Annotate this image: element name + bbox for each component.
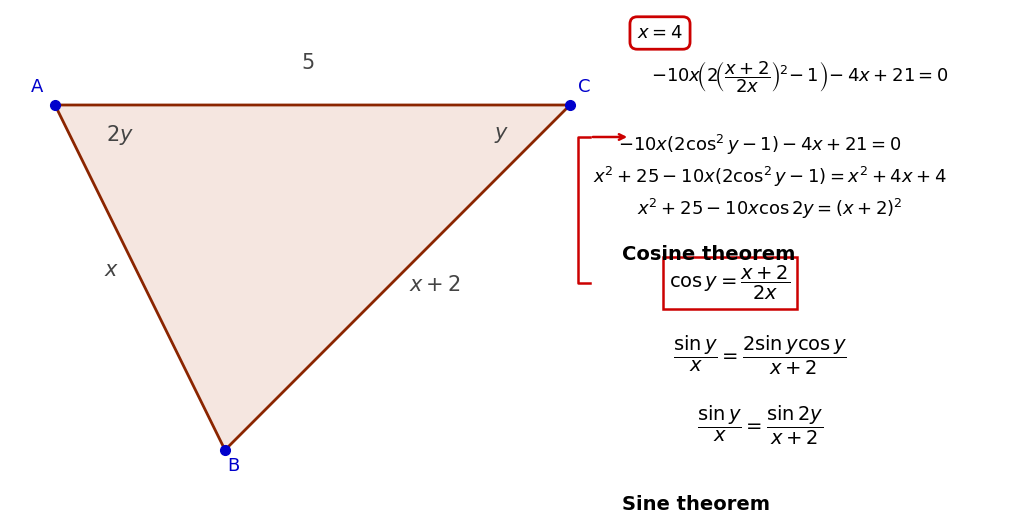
Text: $\cos y = \dfrac{x+2}{2x}$: $\cos y = \dfrac{x+2}{2x}$ [670, 264, 791, 302]
Text: $\dfrac{\sin y}{x} = \dfrac{\sin 2y}{x+2}$: $\dfrac{\sin y}{x} = \dfrac{\sin 2y}{x+2… [697, 403, 823, 447]
Text: Cosine theorem: Cosine theorem [622, 245, 796, 264]
Text: $2y$: $2y$ [106, 123, 134, 147]
Text: $x^2+25-10x\cos 2y=(x+2)^2$: $x^2+25-10x\cos 2y=(x+2)^2$ [637, 197, 903, 221]
Text: $5$: $5$ [301, 53, 314, 73]
Text: $\dfrac{\sin y}{x} = \dfrac{2\sin y\cos y}{x+2}$: $\dfrac{\sin y}{x} = \dfrac{2\sin y\cos … [673, 333, 847, 376]
Text: $-10x(2\cos^2 y-1)-4x+21=0$: $-10x(2\cos^2 y-1)-4x+21=0$ [618, 133, 902, 157]
Text: $-10x\!\left(2\!\left(\dfrac{x+2}{2x}\right)^{\!2}\!-1\right)\!-4x+21=0$: $-10x\!\left(2\!\left(\dfrac{x+2}{2x}\ri… [651, 59, 949, 95]
Text: $x+2$: $x+2$ [410, 275, 461, 295]
Text: $x$: $x$ [104, 260, 120, 280]
Text: C: C [578, 78, 590, 96]
Text: Sine theorem: Sine theorem [622, 495, 770, 514]
Text: $x^2+25-10x(2\cos^2 y-1)=x^2+4x+4$: $x^2+25-10x(2\cos^2 y-1)=x^2+4x+4$ [593, 165, 947, 189]
Text: A: A [31, 78, 43, 96]
Text: $y$: $y$ [495, 125, 510, 145]
Text: B: B [227, 457, 240, 475]
Polygon shape [55, 105, 570, 450]
Text: $x=4$: $x=4$ [637, 24, 683, 42]
